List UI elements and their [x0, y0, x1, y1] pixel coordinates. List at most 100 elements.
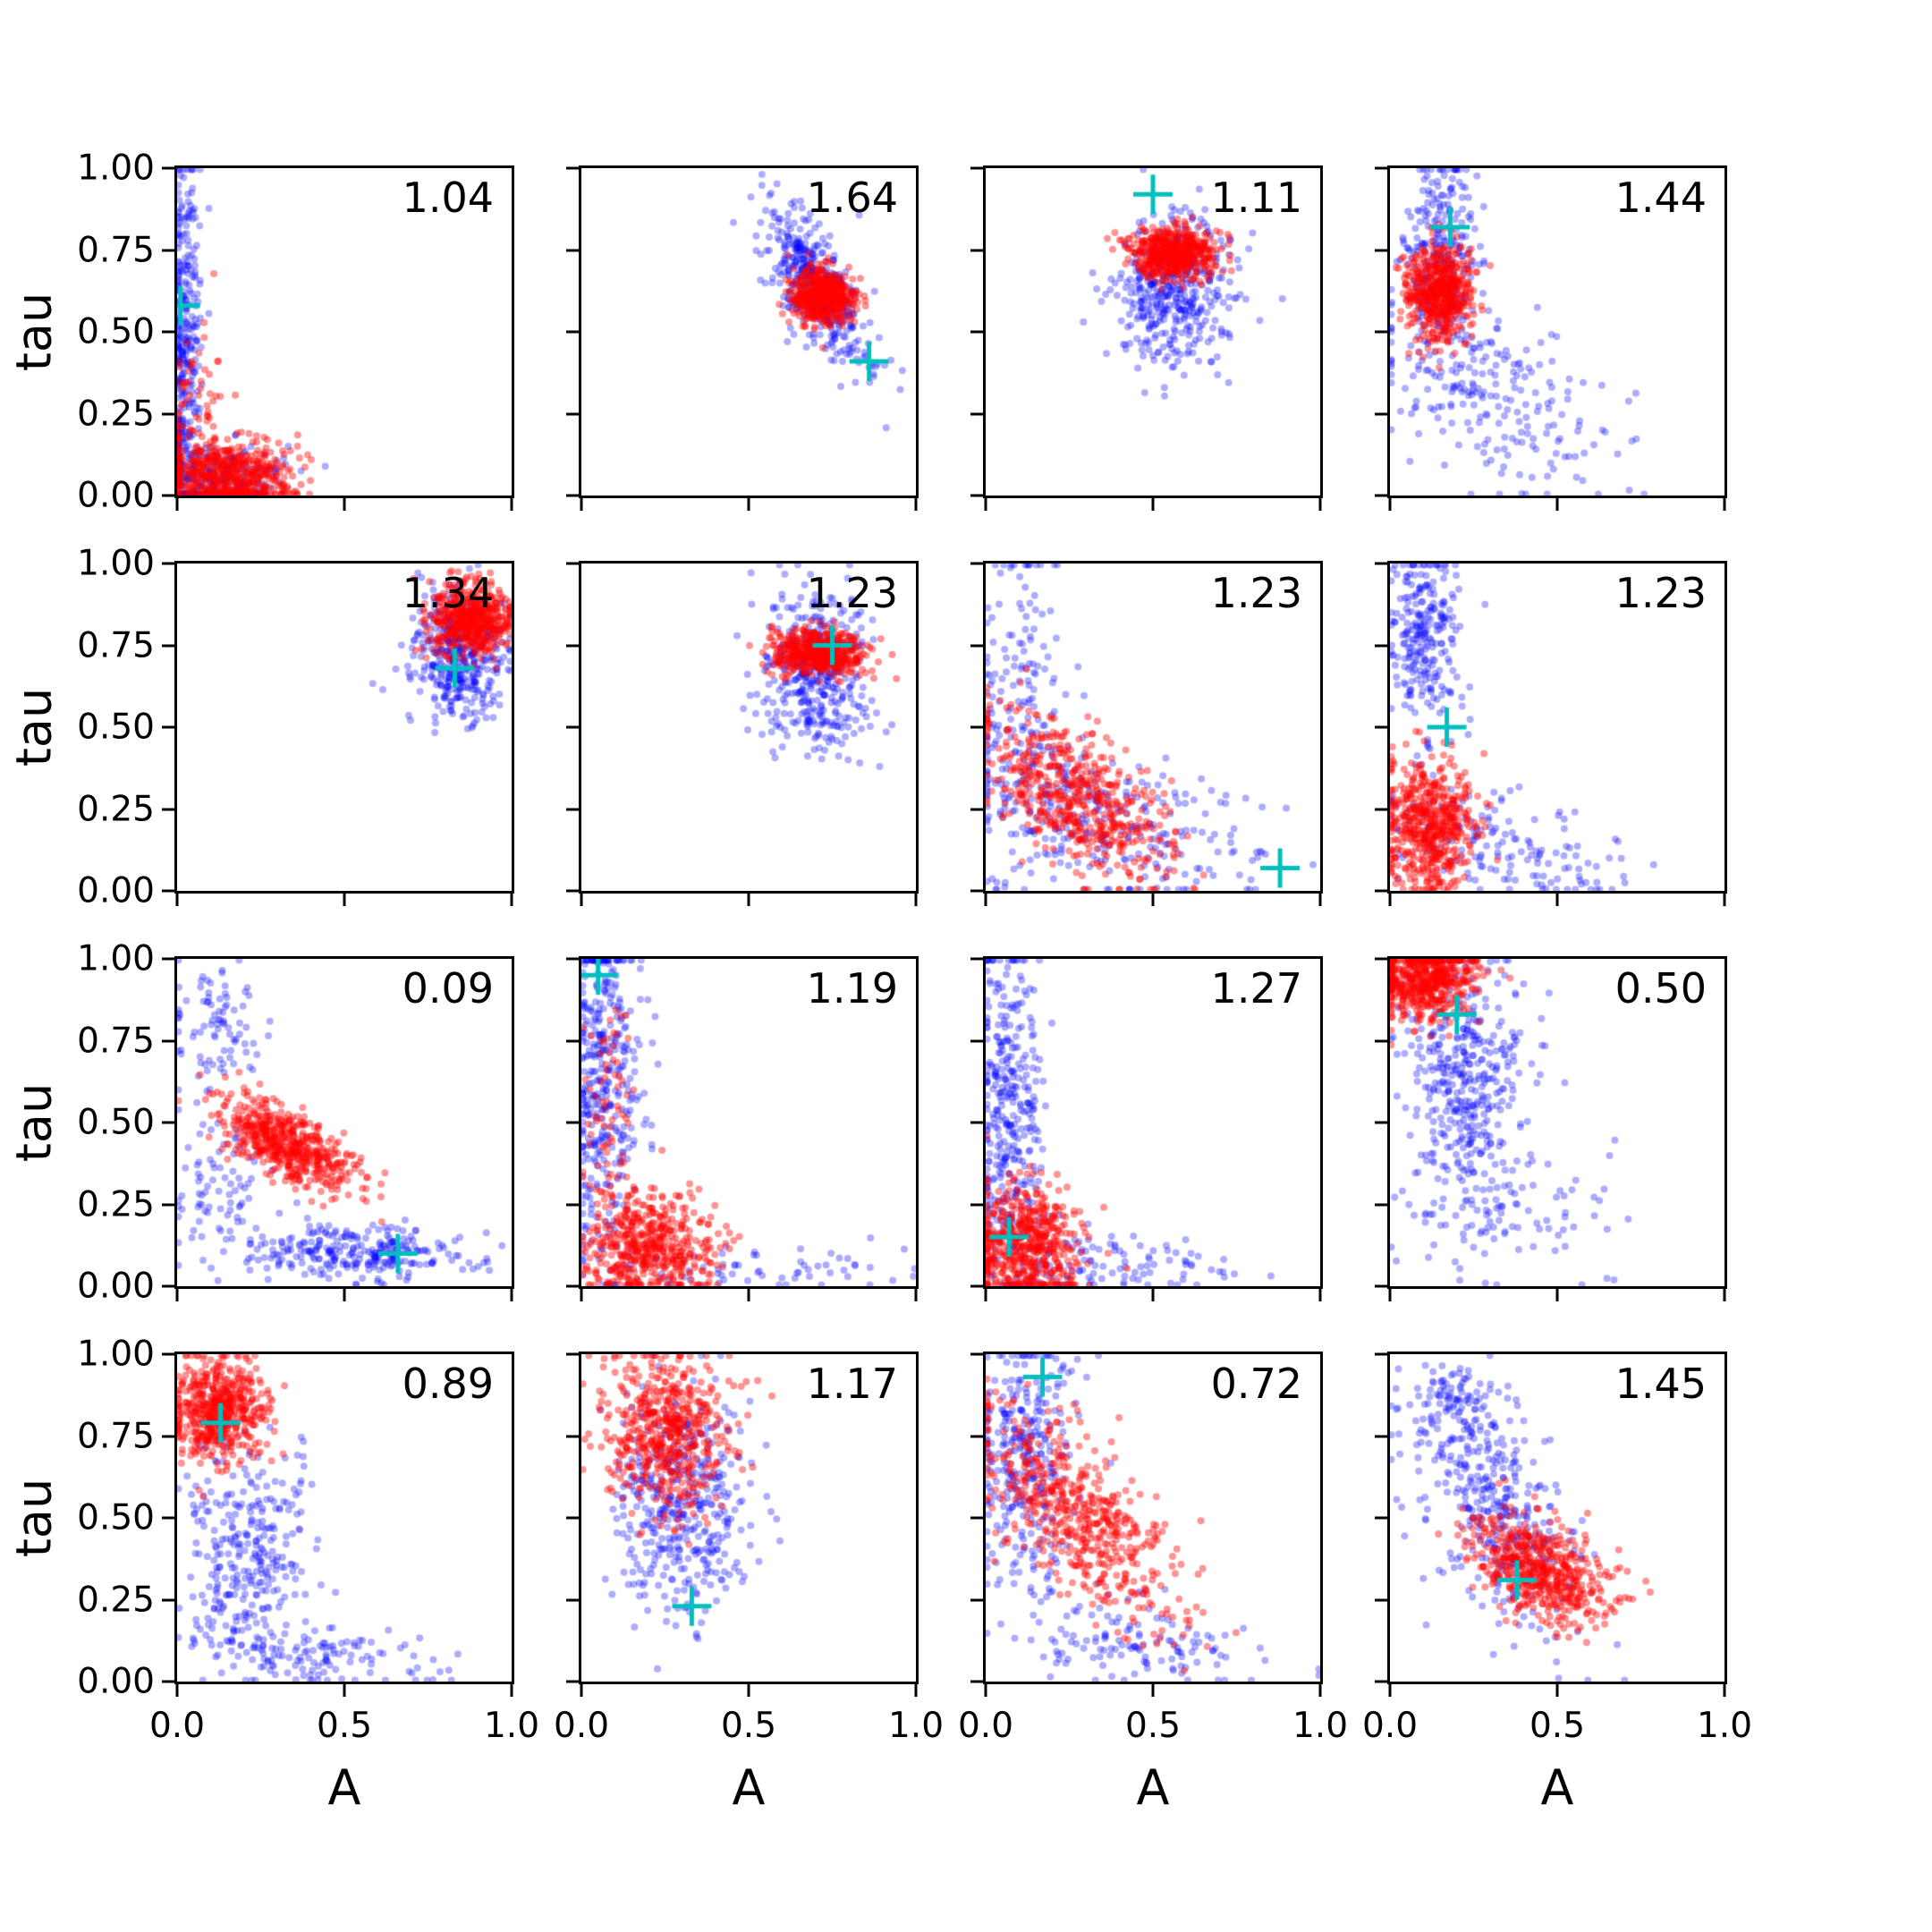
y-tick-label: 0.00	[77, 1266, 155, 1307]
scatter-panel-r0c2: 1.11	[970, 165, 1323, 511]
scatter-panel-r1c3: 1.23	[1375, 561, 1727, 906]
x-tick	[914, 1684, 918, 1697]
y-axis-label: tau	[5, 1082, 63, 1163]
x-tick	[343, 894, 346, 906]
x-tick	[984, 1684, 987, 1697]
panel-annotation: 0.09	[402, 964, 494, 1013]
y-tick	[566, 1598, 579, 1601]
y-tick	[162, 249, 174, 251]
x-tick-label: 0.0	[148, 1706, 206, 1746]
y-tick	[566, 166, 579, 170]
y-tick-label: 0.75	[77, 1416, 155, 1456]
y-tick	[566, 889, 579, 893]
y-tick	[1375, 249, 1387, 251]
panel-annotation: 1.11	[1210, 174, 1302, 222]
x-tick	[1555, 1289, 1559, 1301]
y-tick	[1375, 1039, 1387, 1042]
x-tick	[580, 498, 583, 511]
y-tick-label: 0.50	[77, 707, 155, 748]
panel-annotation: 1.45	[1614, 1360, 1707, 1408]
y-tick	[162, 494, 174, 497]
scatter-canvas	[1390, 168, 1724, 496]
panel-annotation: 1.19	[806, 964, 898, 1013]
y-tick	[162, 166, 174, 170]
panel-annotation: 0.72	[1210, 1360, 1302, 1408]
scatter-canvas	[986, 1354, 1320, 1682]
x-tick-label: 0.5	[720, 1706, 777, 1746]
scatter-canvas	[177, 168, 512, 496]
y-tick	[1375, 1284, 1387, 1288]
x-axis-label: A	[327, 1759, 361, 1816]
y-tick-label: 0.00	[77, 1661, 155, 1702]
y-tick	[1375, 166, 1387, 170]
x-tick	[510, 1289, 513, 1301]
scatter-canvas	[177, 564, 512, 891]
y-tick	[566, 562, 579, 565]
x-tick	[914, 894, 918, 906]
x-tick	[343, 1289, 346, 1301]
y-tick-label: 0.50	[77, 1102, 155, 1143]
x-tick	[1723, 894, 1726, 906]
scatter-panel-r2c3: 0.50	[1375, 956, 1727, 1301]
panel-annotation: 0.89	[402, 1360, 494, 1408]
y-tick	[970, 725, 983, 729]
scatter-canvas	[177, 959, 512, 1286]
y-tick	[162, 1598, 174, 1601]
scatter-panel-r0c3: 1.44	[1375, 165, 1727, 511]
panel-annotation: 1.34	[402, 569, 494, 617]
y-tick	[162, 1284, 174, 1288]
y-tick	[1375, 808, 1387, 810]
x-tick-label: 0.0	[553, 1706, 610, 1746]
y-tick	[162, 1680, 174, 1683]
x-tick	[580, 894, 583, 906]
y-tick	[566, 957, 579, 961]
x-tick	[175, 1684, 179, 1697]
y-tick	[970, 1284, 983, 1288]
y-tick	[1375, 1516, 1387, 1520]
scatter-panel-r1c1: 1.23	[566, 561, 919, 906]
y-tick	[566, 644, 579, 647]
scatter-canvas	[581, 959, 916, 1286]
y-tick	[970, 1352, 983, 1356]
scatter-canvas	[1390, 564, 1724, 891]
y-tick	[162, 957, 174, 961]
panel-annotation: 1.27	[1210, 964, 1302, 1013]
x-tick	[747, 1684, 750, 1697]
x-tick	[580, 1684, 583, 1697]
y-tick	[162, 562, 174, 565]
y-tick-label: 0.50	[77, 1497, 155, 1538]
scatter-canvas	[581, 168, 916, 496]
x-tick	[1723, 1289, 1726, 1301]
x-tick	[1555, 498, 1559, 511]
panel-annotation: 1.17	[806, 1360, 898, 1408]
y-tick	[970, 249, 983, 251]
x-tick	[1151, 1684, 1155, 1697]
y-tick	[566, 1516, 579, 1520]
y-tick	[1375, 725, 1387, 729]
x-tick	[1151, 498, 1155, 511]
x-tick-label: 0.0	[957, 1706, 1014, 1746]
panel-annotation: 1.23	[1210, 569, 1302, 617]
y-tick	[1375, 1680, 1387, 1683]
y-tick-label: 1.00	[77, 148, 155, 189]
y-tick	[162, 725, 174, 729]
x-tick	[1555, 1684, 1559, 1697]
y-tick-label: 0.00	[77, 870, 155, 911]
y-tick	[566, 1435, 579, 1437]
y-tick	[1375, 957, 1387, 961]
scatter-panel-r2c1: 1.19	[566, 956, 919, 1301]
y-tick	[162, 808, 174, 810]
y-tick-label: 1.00	[77, 543, 155, 584]
x-tick	[510, 1684, 513, 1697]
panel-annotation: 1.64	[806, 174, 898, 222]
y-tick	[970, 166, 983, 170]
x-tick	[343, 1684, 346, 1697]
y-tick	[970, 330, 983, 334]
y-tick	[566, 1203, 579, 1206]
scatter-panel-r2c0: 0.09 0.00 0.25 0.50 0.75 1.00 tau	[6, 939, 514, 1307]
scatter-canvas	[1390, 959, 1724, 1286]
scatter-canvas	[581, 1354, 916, 1682]
x-tick	[1388, 498, 1392, 511]
